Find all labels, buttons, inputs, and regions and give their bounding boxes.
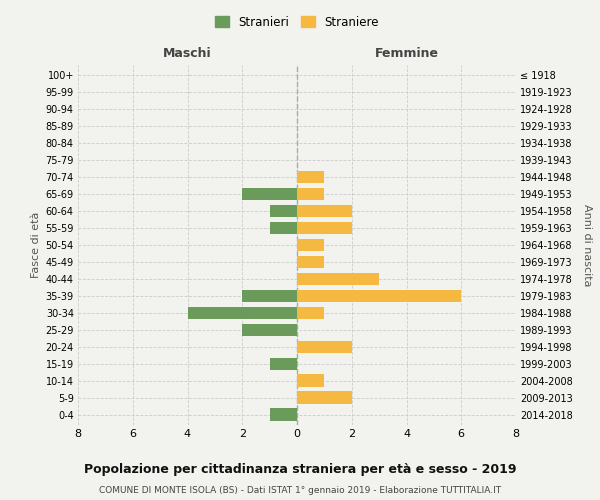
Bar: [297, 392, 352, 404]
Bar: [297, 272, 379, 285]
Bar: [297, 340, 352, 353]
Y-axis label: Fasce di età: Fasce di età: [31, 212, 41, 278]
Bar: [242, 324, 297, 336]
Bar: [297, 306, 325, 320]
Bar: [297, 222, 352, 234]
Bar: [269, 408, 297, 421]
Bar: [242, 290, 297, 302]
Bar: [297, 256, 325, 268]
Bar: [269, 204, 297, 218]
Text: Maschi: Maschi: [163, 47, 212, 60]
Bar: [187, 306, 297, 320]
Bar: [242, 188, 297, 200]
Bar: [269, 358, 297, 370]
Bar: [297, 290, 461, 302]
Text: Femmine: Femmine: [374, 47, 439, 60]
Bar: [297, 204, 352, 218]
Bar: [269, 222, 297, 234]
Text: Popolazione per cittadinanza straniera per età e sesso - 2019: Popolazione per cittadinanza straniera p…: [84, 462, 516, 475]
Bar: [297, 374, 325, 387]
Legend: Stranieri, Straniere: Stranieri, Straniere: [210, 11, 384, 34]
Bar: [297, 170, 325, 183]
Bar: [297, 238, 325, 252]
Y-axis label: Anni di nascita: Anni di nascita: [583, 204, 592, 286]
Bar: [297, 188, 325, 200]
Text: COMUNE DI MONTE ISOLA (BS) - Dati ISTAT 1° gennaio 2019 - Elaborazione TUTTITALI: COMUNE DI MONTE ISOLA (BS) - Dati ISTAT …: [99, 486, 501, 495]
